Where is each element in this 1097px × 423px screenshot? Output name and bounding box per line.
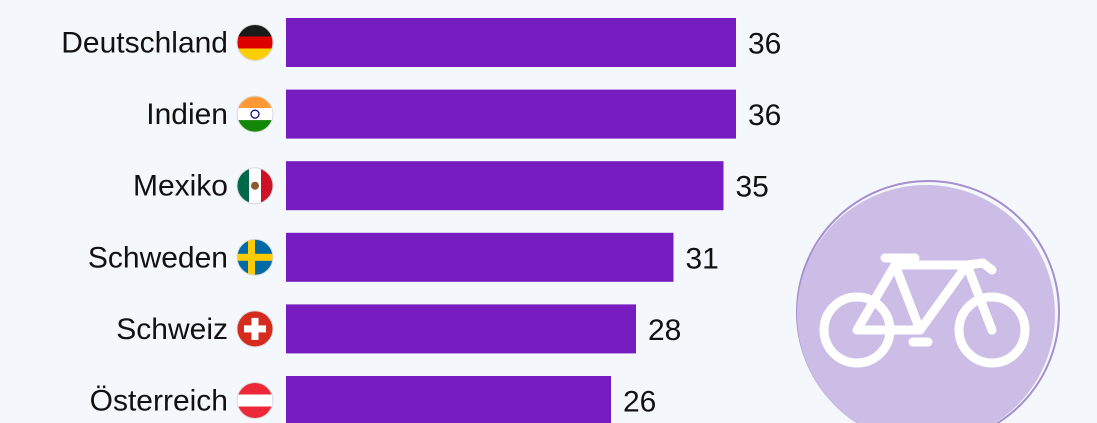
value-label: 26 (623, 386, 656, 419)
category-label: Deutschland (61, 27, 228, 60)
value-label: 35 (736, 171, 769, 204)
bar (286, 232, 674, 282)
badge-outer-ring (796, 180, 1060, 423)
bar-row: Österreich 26 (90, 376, 656, 423)
category-label: Indien (146, 98, 228, 131)
bar-row: Schweden 31 (88, 232, 719, 282)
bar-row: Mexiko 35 (133, 161, 769, 211)
bar-row: Schweiz 28 (116, 304, 681, 354)
switzerland-flag-icon (236, 310, 274, 348)
value-label: 36 (748, 28, 781, 61)
india-flag-icon (236, 95, 274, 133)
bar-row: Indien 36 (146, 89, 781, 139)
value-label: 28 (648, 314, 681, 347)
value-label: 31 (686, 242, 719, 275)
bar (286, 161, 724, 211)
bicycle-badge (796, 180, 1060, 423)
bar (286, 304, 636, 354)
category-label: Österreich (90, 385, 228, 418)
bicycle-icon (819, 253, 1030, 368)
category-label: Schweiz (116, 313, 228, 346)
bar (286, 89, 736, 139)
category-label: Schweden (88, 241, 228, 274)
germany-flag-icon (236, 24, 274, 61)
category-label: Mexiko (133, 170, 228, 203)
mexico-flag-icon (236, 167, 274, 205)
bar (286, 18, 736, 67)
austria-flag-icon (236, 382, 274, 419)
bar (286, 376, 611, 423)
value-label: 36 (748, 99, 781, 132)
bar-row: Deutschland 36 (61, 18, 781, 67)
sweden-flag-icon (236, 238, 274, 276)
